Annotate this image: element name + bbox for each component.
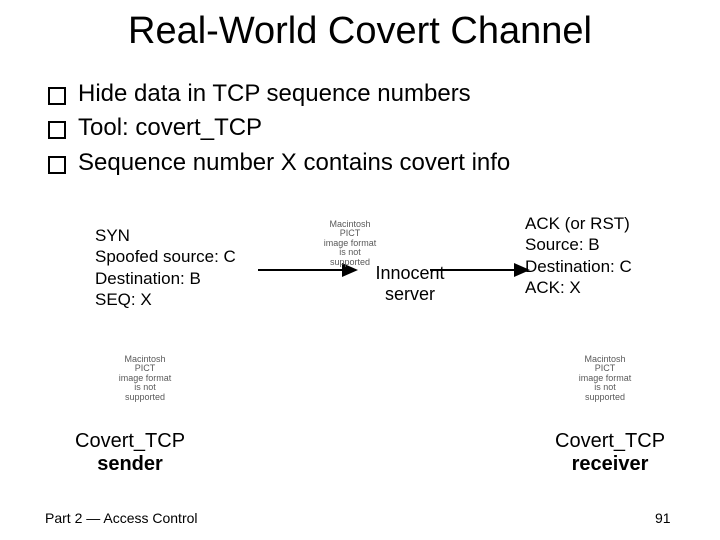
- pict-placeholder-icon: Macintosh PICT image format is not suppo…: [115, 355, 175, 402]
- sender-line: Covert_TCP: [75, 430, 185, 453]
- footer-left: Part 2 — Access Control: [45, 510, 198, 526]
- placeholder-line: Macintosh PICT: [320, 220, 380, 239]
- bullet-marker: [48, 121, 66, 139]
- page-number: 91: [655, 510, 671, 526]
- sender-label: Covert_TCP sender: [75, 430, 185, 476]
- bullet-text: Hide data in TCP sequence numbers: [78, 78, 471, 110]
- placeholder-line: Macintosh PICT: [575, 355, 635, 374]
- syn-line: Spoofed source: C: [95, 246, 236, 267]
- bullet-item: Tool: covert_TCP: [48, 112, 668, 144]
- slide-title: Real-World Covert Channel: [0, 10, 720, 53]
- ack-line: ACK: X: [525, 277, 632, 298]
- bullet-text: Tool: covert_TCP: [78, 112, 262, 144]
- bullet-text: Sequence number X contains covert info: [78, 147, 510, 179]
- placeholder-line: is not supported: [575, 383, 635, 402]
- slide: Real-World Covert Channel Hide data in T…: [0, 0, 720, 540]
- bullet-item: Sequence number X contains covert info: [48, 147, 668, 179]
- receiver-line: receiver: [555, 453, 665, 476]
- syn-line: Destination: B: [95, 268, 236, 289]
- placeholder-line: is not supported: [115, 383, 175, 402]
- pict-placeholder-icon: Macintosh PICT image format is not suppo…: [575, 355, 635, 402]
- syn-label: SYN Spoofed source: C Destination: B SEQ…: [95, 225, 236, 310]
- bullet-marker: [48, 156, 66, 174]
- bullet-marker: [48, 87, 66, 105]
- pict-placeholder-icon: Macintosh PICT image format is not suppo…: [320, 220, 380, 267]
- syn-line: SYN: [95, 225, 236, 246]
- syn-line: SEQ: X: [95, 289, 236, 310]
- receiver-line: Covert_TCP: [555, 430, 665, 453]
- ack-line: Source: B: [525, 234, 632, 255]
- bullet-list: Hide data in TCP sequence numbers Tool: …: [48, 78, 668, 181]
- bullet-item: Hide data in TCP sequence numbers: [48, 78, 668, 110]
- innocent-line: server: [365, 284, 455, 305]
- sender-line: sender: [75, 453, 185, 476]
- arrow-icon: [430, 255, 530, 285]
- ack-label: ACK (or RST) Source: B Destination: C AC…: [525, 213, 632, 298]
- receiver-label: Covert_TCP receiver: [555, 430, 665, 476]
- diagram-area: SYN Spoofed source: C Destination: B SEQ…: [0, 205, 720, 465]
- ack-line: ACK (or RST): [525, 213, 632, 234]
- placeholder-line: Macintosh PICT: [115, 355, 175, 374]
- ack-line: Destination: C: [525, 256, 632, 277]
